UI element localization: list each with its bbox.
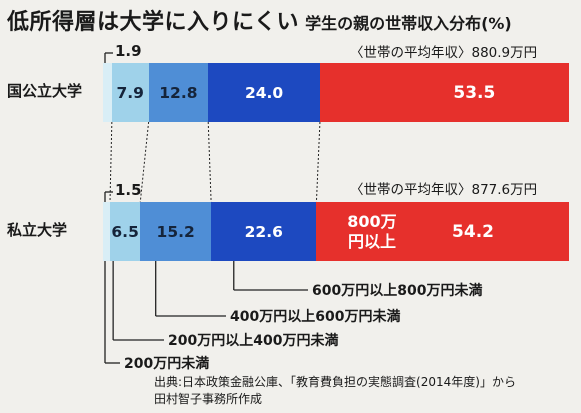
data-label-public-600-800: 24.0 bbox=[244, 83, 284, 102]
boundary-connector-1 bbox=[109, 121, 113, 203]
stacked-bar-private: 6.5 15.2 22.6 54.2 800万 円以上 bbox=[103, 202, 569, 261]
data-label-private-600-800: 22.6 bbox=[244, 222, 283, 241]
source-line-1: 出典:日本政策金融公庫、「教育費負担の実態調査(2014年度)」から bbox=[154, 375, 516, 389]
bar-segment-private-800-plus: 54.2 bbox=[316, 202, 569, 261]
bar-segment-private-400-600: 15.2 bbox=[140, 202, 212, 261]
bar-segment-private-600-800: 22.6 bbox=[211, 202, 317, 261]
inner-label-800-plus: 800万 円以上 bbox=[347, 211, 397, 251]
bar-segment-public-400-600: 12.8 bbox=[148, 63, 209, 122]
legend-label-400-600: 400万円以上600万円未満 bbox=[230, 309, 401, 325]
legend-label-under-200: 200万円未満 bbox=[124, 356, 210, 372]
chart-title: 低所得層は大学に入りにくい bbox=[7, 10, 300, 35]
data-label-private-800-plus: 54.2 bbox=[452, 221, 494, 242]
chart-subtitle: 学生の親の世帯収入分布(%) bbox=[305, 14, 512, 33]
boundary-connector-2 bbox=[139, 121, 150, 203]
bar-segment-private-200-400: 6.5 bbox=[109, 202, 141, 261]
source-line-2: 田村智子事務所作成 bbox=[154, 392, 263, 406]
boundary-connector-3 bbox=[207, 121, 212, 203]
average-income-private: 〈世帯の平均年収〉877.6万円 bbox=[350, 182, 538, 198]
data-label-private-200-400: 6.5 bbox=[111, 222, 139, 241]
data-label-public-200-400: 7.9 bbox=[116, 83, 144, 102]
data-label-public-800-plus: 53.5 bbox=[453, 82, 496, 103]
chart-title-row: 低所得層は大学に入りにくい 学生の親の世帯収入分布(%) bbox=[7, 4, 512, 36]
data-label-public-400-600: 12.8 bbox=[159, 83, 198, 102]
small-value-label-private: 1.5 bbox=[115, 181, 142, 199]
legend-label-600-800: 600万円以上800万円未満 bbox=[312, 283, 483, 299]
bar-segment-public-600-800: 24.0 bbox=[208, 63, 320, 122]
legend-label-200-400: 200万円以上400万円未満 bbox=[168, 333, 339, 349]
data-label-private-400-600: 15.2 bbox=[156, 222, 195, 241]
source-note: 出典:日本政策金融公庫、「教育費負担の実態調査(2014年度)」から 田村智子事… bbox=[154, 374, 516, 408]
average-income-public: 〈世帯の平均年収〉880.9万円 bbox=[350, 45, 538, 61]
small-value-label-public: 1.9 bbox=[115, 42, 142, 60]
boundary-connector-4 bbox=[315, 121, 321, 203]
stacked-bar-public: 7.9 12.8 24.0 53.5 bbox=[103, 63, 569, 122]
bar-segment-public-200-400: 7.9 bbox=[111, 63, 149, 122]
bar-segment-private-under-200 bbox=[103, 202, 110, 261]
row-label-private: 私立大学 bbox=[7, 221, 68, 239]
row-label-public: 国公立大学 bbox=[7, 82, 83, 100]
bar-segment-public-800-plus: 53.5 bbox=[319, 63, 569, 122]
bar-segment-public-under-200 bbox=[103, 63, 112, 122]
